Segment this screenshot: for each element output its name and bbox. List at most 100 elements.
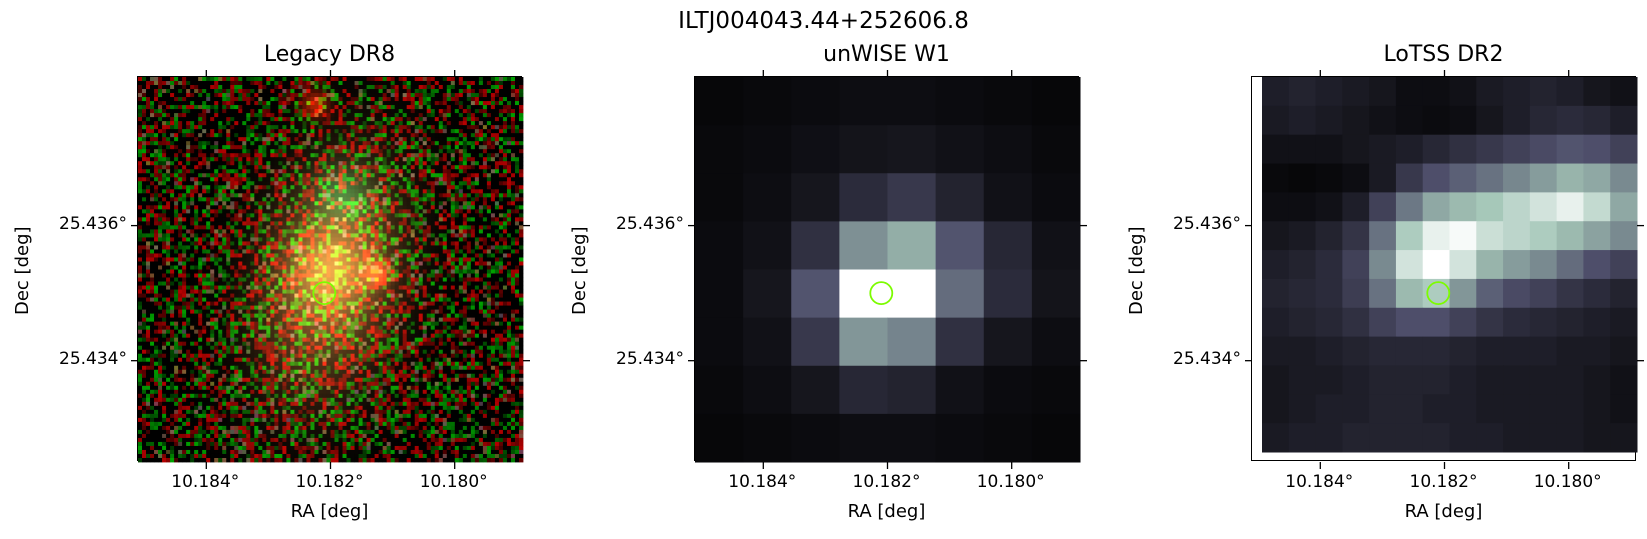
ticks — [688, 70, 1087, 469]
image-pixel — [1449, 394, 1477, 424]
image-pixel — [1583, 250, 1611, 280]
image-pixel — [743, 125, 792, 174]
image-pixel — [1476, 394, 1504, 424]
image-pixel — [887, 365, 937, 415]
image-pixel — [1031, 269, 1081, 319]
image-pixel — [1262, 365, 1290, 395]
image-pixel — [1395, 394, 1424, 424]
image-pixel — [1556, 278, 1584, 309]
source-marker — [869, 281, 894, 306]
image-pixel — [1395, 307, 1424, 338]
image-pixel — [1395, 336, 1424, 366]
image-pixel — [1556, 105, 1584, 136]
image-pixel — [935, 317, 985, 367]
image-pixel — [743, 365, 792, 415]
image-pixels — [1262, 77, 1638, 453]
image-pixel — [1262, 423, 1290, 453]
image-pixel — [791, 365, 840, 415]
image-axes — [1245, 70, 1644, 469]
x-tick-label: 10.184° — [728, 472, 797, 492]
image-pixel — [1262, 134, 1290, 165]
x-tick-label: 10.184° — [171, 472, 240, 492]
image-axes — [131, 70, 530, 469]
image-pixel — [983, 125, 1033, 174]
image-pixel — [839, 269, 889, 319]
image-pixel — [1610, 336, 1638, 366]
image-pixel — [1031, 77, 1081, 126]
image-pixel — [1369, 394, 1397, 424]
image-pixel — [1610, 134, 1638, 165]
x-axis-label: RA [deg] — [290, 501, 369, 522]
image-pixel — [1503, 307, 1531, 338]
y-tick-label: 25.436° — [1173, 213, 1241, 234]
image-pixel — [1610, 394, 1638, 424]
image-pixel — [1449, 163, 1477, 193]
image-pixel — [1583, 77, 1611, 107]
image-pixel — [935, 413, 985, 463]
image-pixel — [1583, 394, 1611, 424]
image-pixel — [1288, 105, 1317, 136]
x-axis-label: RA [deg] — [847, 501, 926, 522]
x-tick-label: 10.184° — [1285, 472, 1354, 492]
image-pixel — [1342, 394, 1370, 424]
image-pixel — [1503, 77, 1531, 107]
image-pixel — [935, 77, 985, 126]
image-pixel — [743, 269, 792, 319]
image-pixel — [839, 125, 889, 174]
image-pixel — [1262, 307, 1290, 338]
image-pixel — [1449, 192, 1477, 222]
x-tick-label: 10.180° — [419, 472, 488, 492]
panel-unwise: unWISE W1 RA [deg] Dec [deg] 10.184° 10.1… — [557, 0, 1087, 539]
image-pixel — [1583, 192, 1611, 222]
image-pixel — [1288, 250, 1317, 280]
image-pixel — [1342, 250, 1370, 280]
image-pixel — [1395, 250, 1424, 280]
image-pixel — [1610, 250, 1638, 280]
image-canvas — [1245, 70, 1644, 469]
image-pixel — [1369, 77, 1397, 107]
panel-legacy: Legacy DR8 RA [deg] Dec [deg] 10.184° 10.… — [0, 0, 530, 539]
image-pixel — [1583, 307, 1611, 338]
image-pixel — [1031, 413, 1081, 463]
image-pixel — [1610, 307, 1638, 338]
image-pixel — [1369, 134, 1397, 165]
image-pixel — [1315, 307, 1343, 338]
image-pixel — [1610, 77, 1638, 107]
image-pixel — [1476, 423, 1504, 453]
figure-title: ILTJ004043.44+252606.8 — [678, 8, 969, 34]
image-pixel — [1288, 134, 1317, 165]
image-pixel — [1395, 105, 1424, 136]
y-tick-label: 25.436° — [59, 213, 127, 234]
image-pixel — [695, 125, 744, 174]
image-pixel — [1583, 423, 1611, 453]
image-pixel — [695, 173, 744, 222]
image-pixel — [1262, 250, 1290, 280]
image-pixel — [1476, 77, 1504, 107]
image-pixels — [695, 77, 1081, 463]
image-pixel — [1288, 365, 1317, 395]
image-pixel — [1315, 365, 1343, 395]
image-pixel — [1583, 365, 1611, 395]
image-pixel — [887, 317, 937, 367]
image-pixel — [1288, 221, 1317, 251]
image-pixel — [1610, 105, 1638, 136]
image-pixel — [1610, 365, 1638, 395]
x-axis-label: RA [deg] — [1404, 501, 1483, 522]
image-pixel — [1556, 365, 1584, 395]
image-pixel — [695, 269, 744, 319]
image-pixel — [935, 269, 985, 319]
x-tick-label: 10.180° — [976, 472, 1045, 492]
image-pixel — [1369, 163, 1397, 193]
image-pixel — [1395, 221, 1424, 251]
image-pixel — [1610, 221, 1638, 251]
x-tick-label: 10.180° — [1533, 472, 1602, 492]
image-pixel — [1288, 77, 1317, 107]
panel-title: Legacy DR8 — [263, 42, 396, 67]
image-canvas — [131, 70, 530, 469]
image-pixel — [1449, 365, 1477, 395]
image-pixel — [935, 365, 985, 415]
image-pixel — [839, 221, 889, 271]
image-pixel — [743, 317, 792, 367]
source-marker — [312, 281, 337, 306]
image-pixel — [1476, 163, 1504, 193]
